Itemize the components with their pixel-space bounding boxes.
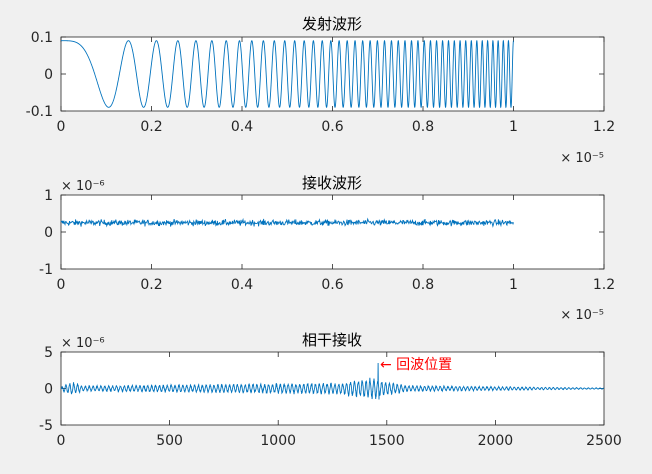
series-line (60, 217, 514, 228)
title-1: 发射波形 (302, 15, 362, 33)
y-tick-label: 0 (44, 382, 53, 398)
x-tick-label: 1 (509, 277, 518, 293)
y-tick-label: -1 (39, 262, 53, 278)
x-tick-label: 0.8 (412, 119, 434, 135)
x-tick-label: 1.2 (593, 277, 615, 293)
x-tick-label: 0 (57, 277, 66, 293)
title-2: 接收波形 (302, 174, 362, 192)
x-tick-label: 0.6 (321, 119, 343, 135)
x-tick-label: 1500 (369, 433, 405, 449)
x-tick-label: 0.2 (140, 119, 162, 135)
x-tick-label: 500 (156, 433, 183, 449)
x-exponent-2: × 10⁻⁵ (560, 308, 604, 323)
x-tick-label: 1000 (260, 433, 296, 449)
series-3 (61, 362, 604, 400)
y-tick-label: 0 (44, 225, 53, 241)
x-tick-label: 0.2 (140, 277, 162, 293)
series-line (61, 39, 514, 109)
x-tick-label: 2000 (478, 433, 514, 449)
y-tick-label: 0 (44, 67, 53, 83)
y-tick-label: 5 (44, 345, 53, 361)
x-tick-label: 1.2 (593, 119, 615, 135)
y-tick-label: -5 (39, 418, 53, 434)
ticks-1: 0 0.2 0.4 0.6 0.8 1 1.2-0.100.1 (26, 30, 615, 135)
x-tick-label: 0.8 (412, 277, 434, 293)
x-tick-label: 0.4 (231, 277, 253, 293)
ticks-2: 0 0.2 0.4 0.6 0.8 1 1.2-101 (39, 188, 615, 293)
axes-box-2 (60, 194, 605, 270)
x-tick-label: 0.4 (231, 119, 253, 135)
x-exponent-1: × 10⁻⁵ (560, 151, 604, 166)
y-tick-label: 0.1 (31, 30, 53, 46)
subplot-transmit: 发射波形 0 0.2 0.4 0.6 0.8 1 1.2-0.100.1 × 10⁻⁵ (26, 15, 615, 166)
x-tick-label: 1 (509, 119, 518, 135)
series-1 (61, 39, 514, 109)
y-exponent-3: × 10⁻⁶ (61, 336, 105, 351)
y-tick-label: 1 (44, 188, 53, 204)
x-tick-label: 0 (57, 433, 66, 449)
x-tick-label: 0 (57, 119, 66, 135)
annotation-echo: ← 回波位置 (380, 357, 452, 373)
y-tick-label: -0.1 (26, 104, 53, 120)
subplot-coherent: 相干接收 × 10⁻⁶ 0 500 1000 1500 2000 2500-505 ← 回… (39, 331, 622, 449)
title-3: 相干接收 (302, 331, 362, 349)
x-tick-label: 2500 (586, 433, 622, 449)
subplot-receive: 接收波形 × 10⁻⁶ 0 0.2 0.4 0.6 0.8 1 1.2-101 × 10⁻⁵ (39, 174, 615, 323)
series-line (61, 362, 604, 400)
series-2 (60, 217, 514, 228)
y-exponent-2: × 10⁻⁶ (61, 179, 105, 194)
x-tick-label: 0.6 (321, 277, 343, 293)
